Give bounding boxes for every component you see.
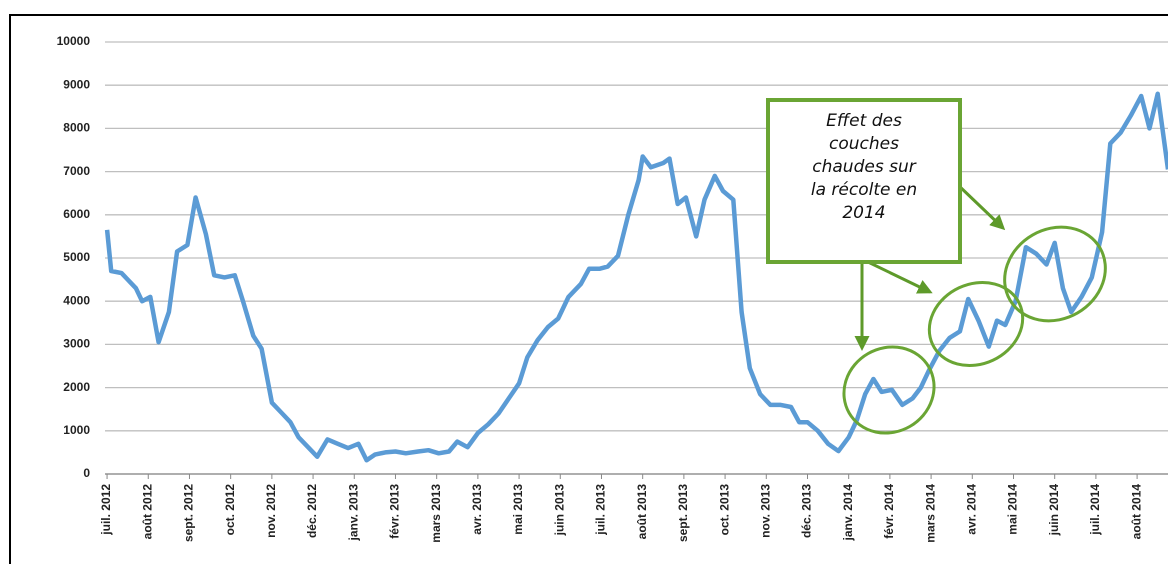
y-tick-label: 8000 [63, 121, 90, 135]
x-tick-label: févr. 2014 [882, 484, 896, 539]
annotation-box [766, 98, 962, 264]
annotation-text: chaudes sur [812, 157, 916, 177]
x-tick-label: janv. 2014 [841, 484, 855, 542]
y-tick-label: 10000 [57, 34, 91, 48]
frame [9, 14, 1168, 564]
y-tick-label: 0 [83, 466, 90, 480]
x-tick-label: oct. 2013 [717, 484, 731, 536]
annotation-text: la récolte en [811, 180, 917, 200]
x-tick-label: déc. 2012 [305, 484, 319, 538]
x-tick-label: août 2012 [140, 484, 154, 540]
y-tick-label: 5000 [63, 250, 90, 264]
x-tick-label: janv. 2013 [346, 484, 360, 542]
x-tick-label: avr. 2014 [964, 484, 978, 535]
y-tick-label: 3000 [63, 337, 90, 351]
annotation: Effet des couches chaudes sur la récolte en… [766, 98, 1107, 435]
y-tick-label: 9000 [63, 77, 90, 91]
y-tick-label: 4000 [63, 293, 90, 307]
x-tick-label: mars 2013 [429, 484, 443, 543]
x-tick-label: juin 2014 [1047, 484, 1061, 537]
x-tick-label: juil. 2014 [1088, 484, 1102, 536]
x-tick-label: sept. 2013 [676, 484, 690, 542]
annotation-text: 2014 [842, 203, 885, 223]
x-tick-label: mai 2014 [1006, 484, 1020, 535]
data-line [104, 91, 1168, 463]
highlight-ellipse [842, 345, 936, 435]
arrow [956, 183, 1006, 231]
y-tick-label: 1000 [63, 423, 90, 437]
x-tick-label: mars 2014 [923, 484, 937, 543]
y-tick-label: 2000 [63, 380, 90, 394]
highlight-ellipse [927, 280, 1025, 368]
annotation-text: Effet des [826, 111, 902, 131]
x-tick-label: nov. 2013 [758, 484, 772, 538]
arrow [867, 260, 933, 294]
x-tick-label: août 2013 [635, 484, 649, 540]
x-tick-label: juil. 2012 [99, 484, 113, 536]
annotation-text: couches [829, 134, 899, 154]
y-tick-label: 7000 [63, 164, 90, 178]
highlight-ellipse [1003, 225, 1107, 323]
y-tick-label: 6000 [63, 207, 90, 221]
x-tick-label: août 2014 [1129, 484, 1143, 540]
x-tick-label: nov. 2012 [264, 484, 278, 538]
x-tick-label: févr. 2013 [388, 484, 402, 539]
x-tick-label: oct. 2012 [223, 484, 237, 536]
x-tick-label: sept. 2012 [182, 484, 196, 542]
x-tick-label: avr. 2013 [470, 484, 484, 535]
x-tick-label: déc. 2013 [800, 484, 814, 538]
x-tick-label: mai 2013 [511, 484, 525, 535]
x-tick-label: juin 2013 [552, 484, 566, 537]
x-tick-label: juil. 2013 [594, 484, 608, 536]
